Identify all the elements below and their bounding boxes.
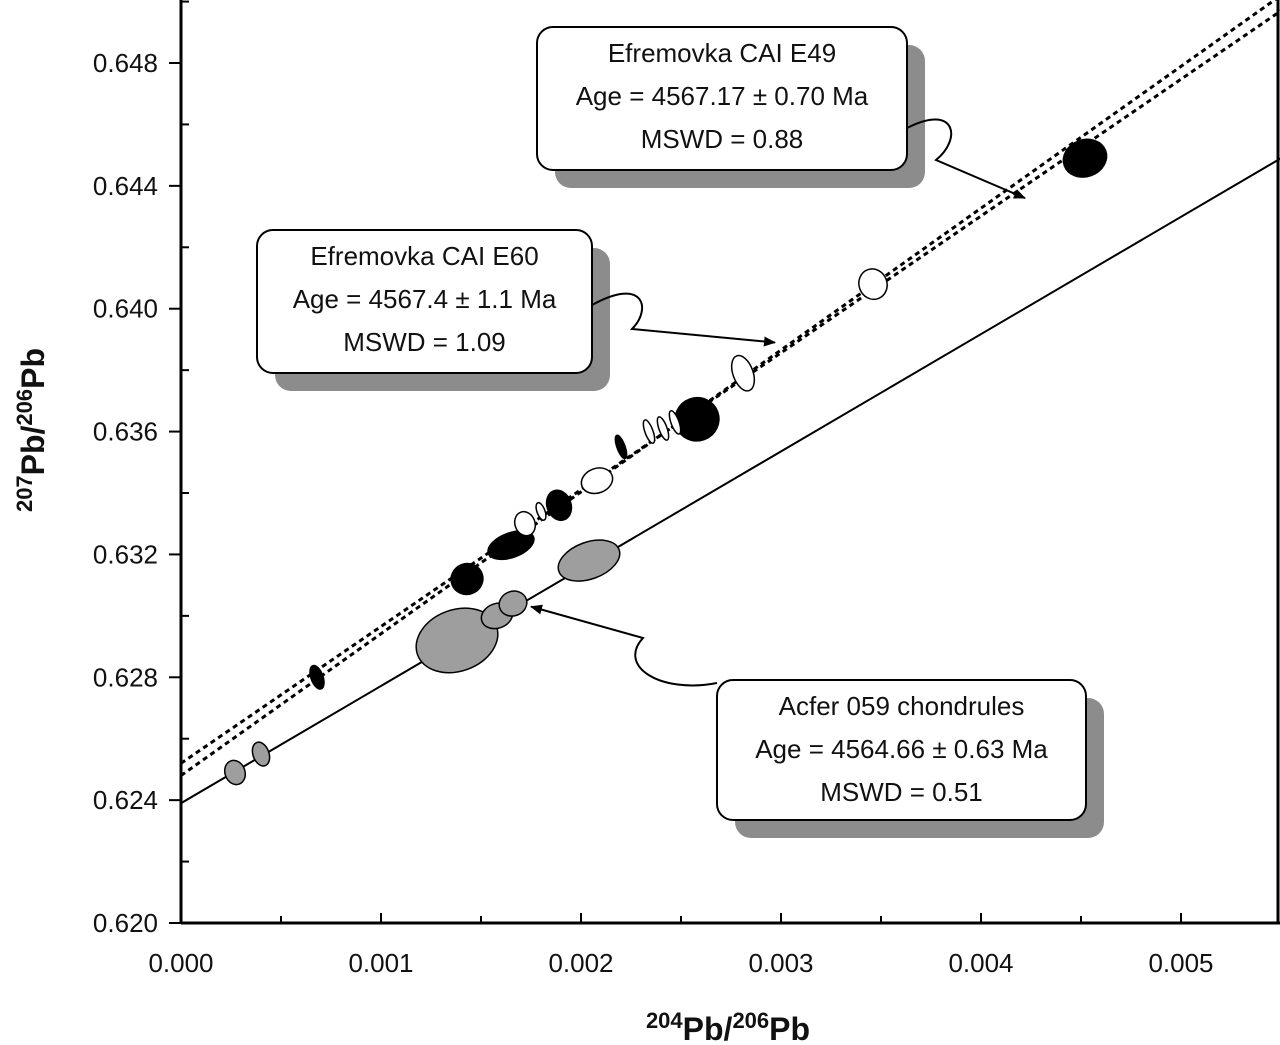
data-point <box>557 539 621 582</box>
y-axis-title-base1: Pb/ <box>15 425 51 475</box>
callout-text-line: MSWD = 0.51 <box>820 777 983 807</box>
y-tick-label: 0.620 <box>93 908 158 938</box>
x-tick-label: 0.004 <box>948 948 1013 978</box>
callout-text-line: Acfer 059 chondrules <box>779 691 1025 721</box>
data-point <box>450 562 484 596</box>
callout-arrow <box>906 118 1026 200</box>
callout-text-line: Efremovka CAI E60 <box>310 241 538 271</box>
callouts: Efremovka CAI E49 Age = 4567.17 ± 0.70 Ma… <box>256 26 1104 838</box>
y-axis-title-base2: Pb <box>15 348 51 389</box>
data-point <box>858 268 888 301</box>
y-tick-label: 0.644 <box>93 171 158 201</box>
data-point <box>487 530 535 561</box>
y-axis-title: 207Pb/206Pb <box>12 348 51 512</box>
data-point <box>668 409 682 435</box>
data-points <box>223 138 1108 786</box>
data-point <box>251 741 271 767</box>
data-point <box>545 489 573 522</box>
y-tick-label: 0.632 <box>93 539 158 569</box>
x-axis-title-base2: Pb <box>769 1011 810 1045</box>
x-tick-label: 0.005 <box>1148 948 1213 978</box>
callout-box <box>536 26 908 171</box>
callout-arrow <box>591 292 776 347</box>
isochron-line <box>181 9 1280 765</box>
data-point <box>656 416 670 441</box>
x-axis-title-base1: Pb/ <box>683 1011 733 1045</box>
x-tick-label: 0.001 <box>348 948 413 978</box>
data-point <box>730 354 756 392</box>
callout-box <box>256 229 593 374</box>
y-tick-label: 0.628 <box>93 662 158 692</box>
callout-text-line: MSWD = 0.88 <box>641 124 804 154</box>
data-point <box>614 434 628 460</box>
x-tick-label: 0.002 <box>548 948 613 978</box>
axes <box>179 0 1280 925</box>
y-axis-title-sup2: 206 <box>12 389 37 426</box>
callout-box <box>716 679 1087 821</box>
y-tick-label: 0.624 <box>93 785 158 815</box>
callout-text-line: Efremovka CAI E49 <box>608 38 836 68</box>
y-tick-label: 0.648 <box>93 48 158 78</box>
x-axis-title: 204Pb/206Pb <box>646 1008 810 1045</box>
callout-text-line: Age = 4564.66 ± 0.63 Ma <box>755 734 1048 764</box>
data-point <box>535 501 547 521</box>
ticks: 0.000 0.001 0.002 0.003 0.004 0.005 0.620 0.624… <box>93 0 1214 978</box>
isochron-lines <box>181 0 1280 805</box>
callout-text-line: MSWD = 1.09 <box>343 327 506 357</box>
data-point <box>580 467 614 495</box>
callout-text-line: Age = 4567.4 ± 1.1 Ma <box>293 284 557 314</box>
x-axis-title-sup2: 206 <box>732 1008 769 1033</box>
data-point <box>1062 138 1108 178</box>
y-axis-title-sup1: 207 <box>12 475 37 512</box>
data-point <box>223 759 247 786</box>
x-tick-label: 0.000 <box>148 948 213 978</box>
x-axis-title-sup1: 204 <box>646 1008 683 1033</box>
data-point <box>498 590 528 617</box>
data-point <box>642 419 656 444</box>
data-point <box>309 664 325 690</box>
isochron-line <box>181 157 1280 805</box>
data-point <box>513 510 537 537</box>
callout-arrow <box>530 604 718 687</box>
x-tick-label: 0.003 <box>748 948 813 978</box>
callout-text-line: Age = 4567.17 ± 0.70 Ma <box>576 81 869 111</box>
y-tick-label: 0.636 <box>93 417 158 447</box>
y-tick-label: 0.640 <box>93 294 158 324</box>
